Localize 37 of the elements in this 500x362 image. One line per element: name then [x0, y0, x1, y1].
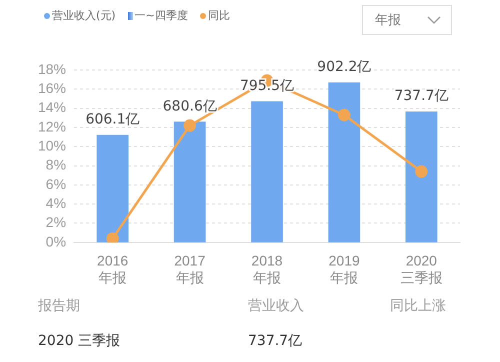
x-tick-label: 2019 年报	[328, 252, 360, 286]
text: 737.7亿	[248, 332, 302, 350]
text: 营业收入	[248, 297, 304, 315]
x-tick-label: 2020 三季报	[400, 252, 442, 286]
legend-label: 同比	[208, 8, 230, 23]
y-tick-label: 0%	[46, 233, 66, 250]
y-tick-label: 12%	[38, 118, 66, 134]
bar	[328, 82, 360, 242]
y-tick-label: 2%	[46, 214, 66, 230]
data-label: 902.2亿	[317, 59, 372, 76]
text: 同比上涨	[390, 297, 446, 315]
point	[184, 119, 196, 132]
data-label: 680.6亿	[162, 98, 217, 114]
bar	[174, 122, 206, 242]
text: 报告期	[38, 297, 80, 315]
y-tick-label: 14%	[38, 99, 66, 116]
data-label: 737.7亿	[394, 88, 448, 104]
point	[338, 108, 350, 122]
y-tick-label: 10%	[38, 137, 66, 154]
y-tick-label: 4%	[46, 194, 66, 211]
legend-label: 营业收入(元)	[52, 8, 116, 23]
x-tick-label: 2018 年报	[251, 252, 283, 286]
x-tick-label: 2016 年报	[97, 252, 128, 286]
y-tick-label: 8%	[46, 156, 66, 173]
x-tick-label: 2017 年报	[174, 252, 206, 286]
bar	[96, 134, 129, 242]
y-tick-label: 18%	[38, 60, 66, 77]
data-label: 606.1亿	[86, 112, 140, 128]
point	[415, 165, 428, 178]
bar	[251, 101, 283, 242]
dropdown: 年报	[362, 5, 452, 35]
y-tick-label: 6%	[46, 176, 66, 192]
text: 2020 三季报	[38, 332, 120, 350]
point	[106, 232, 119, 242]
y-tick-label: 16%	[38, 80, 66, 96]
text: 一~四季度	[134, 8, 188, 23]
bar	[405, 112, 438, 242]
